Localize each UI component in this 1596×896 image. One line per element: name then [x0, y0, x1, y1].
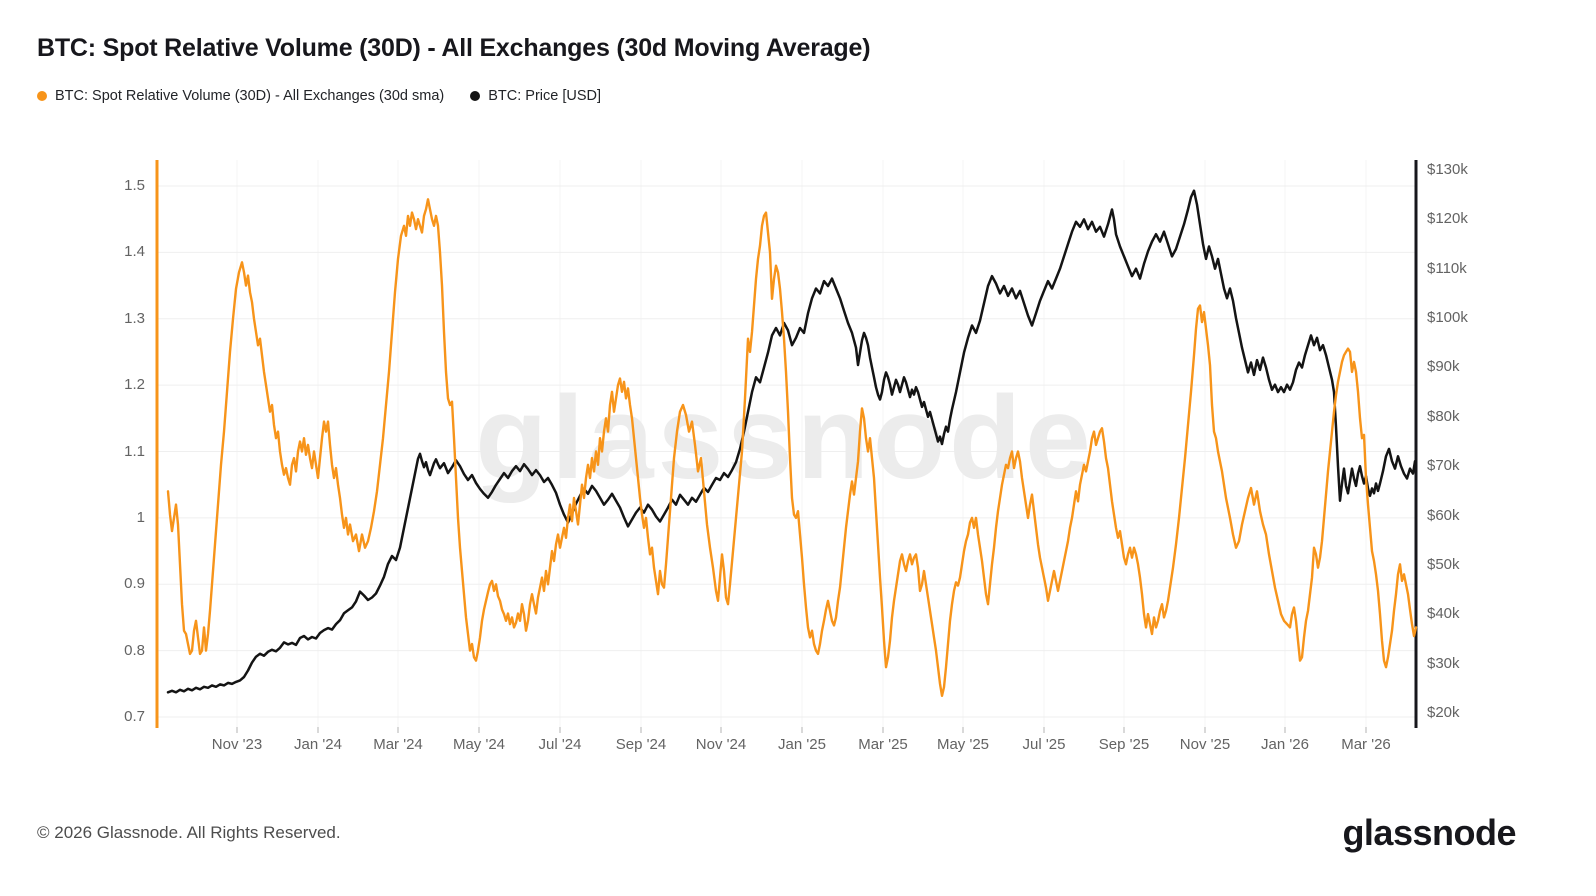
right-axis-tick-label: $50k — [1427, 555, 1460, 573]
x-axis-tick-label: Sep '24 — [615, 736, 667, 753]
left-axis-tick-label: 1.5 — [124, 177, 145, 194]
watermark-text: glassnode — [475, 372, 1095, 504]
right-axis-tick-label: $20k — [1427, 704, 1460, 721]
left-axis-tick-label: 1.3 — [124, 309, 145, 327]
x-axis-tick-label: Nov '24 — [695, 736, 747, 753]
series-path-relative-volume — [166, 198, 1418, 697]
right-axis-tick-label: $90k — [1427, 358, 1460, 376]
x-axis-tick-label: Jan '26 — [1261, 736, 1309, 753]
x-axis-tick-label: Jan '24 — [294, 736, 342, 753]
right-axis-tick-label: $30k — [1427, 654, 1460, 672]
left-axis-tick-label: 0.7 — [124, 708, 145, 725]
x-axis-tick-label: Mar '26 — [1341, 736, 1391, 753]
copyright-text: © 2026 Glassnode. All Rights Reserved. — [37, 823, 341, 842]
x-axis-tick-label: Sep '25 — [1098, 736, 1150, 753]
x-axis-tick-label: Mar '24 — [373, 736, 423, 753]
x-axis-tick-label: Jul '25 — [1022, 736, 1066, 753]
left-axis-tick-label: 0.9 — [124, 575, 145, 593]
legend-label-relative-volume: BTC: Spot Relative Volume (30D) - All Ex… — [55, 88, 445, 104]
right-axis-tick-label: $80k — [1427, 407, 1460, 425]
page-title: BTC: Spot Relative Volume (30D) - All Ex… — [37, 34, 871, 62]
left-axis-tick-label: 1 — [136, 508, 145, 526]
left-axis-tick-label: 1.4 — [124, 243, 145, 261]
right-axis-tick-label: $60k — [1427, 506, 1460, 524]
left-axis-tick-label: 1.2 — [124, 376, 145, 394]
x-axis-tick-label: May '24 — [452, 736, 506, 753]
x-axis-tick-label: Nov '23 — [211, 736, 263, 753]
legend-label-price: BTC: Price [USD] — [488, 88, 602, 104]
series-path-price — [166, 189, 1417, 694]
x-axis-tick-label: Jan '25 — [778, 736, 826, 753]
legend-item-price[interactable]: BTC: Price [USD] — [470, 88, 601, 104]
x-axis-tick-label: May '25 — [936, 736, 990, 753]
legend-dot-black-icon — [470, 91, 481, 101]
legend-item-relative-volume[interactable]: BTC: Spot Relative Volume (30D) - All Ex… — [37, 88, 444, 104]
right-axis-tick-label: $40k — [1427, 605, 1460, 623]
left-axis-tick-label: 0.8 — [124, 641, 145, 659]
x-axis-tick-label: Jul '24 — [538, 736, 582, 753]
legend: BTC: Spot Relative Volume (30D) - All Ex… — [37, 88, 601, 104]
right-axis-tick-label: $70k — [1427, 457, 1460, 475]
left-axis-tick-label: 1.1 — [124, 442, 145, 460]
legend-dot-orange-icon — [37, 91, 47, 101]
right-axis-tick-label: $110k — [1427, 259, 1467, 277]
x-axis-tick-label: Mar '25 — [858, 736, 908, 753]
glassnode-logo: glassnode — [1342, 812, 1516, 853]
right-axis-tick-label: $100k — [1427, 309, 1468, 327]
x-axis-tick-label: Nov '25 — [1179, 736, 1231, 753]
right-axis-tick-label: $130k — [1427, 161, 1468, 178]
right-axis-tick-label: $120k — [1427, 210, 1468, 228]
